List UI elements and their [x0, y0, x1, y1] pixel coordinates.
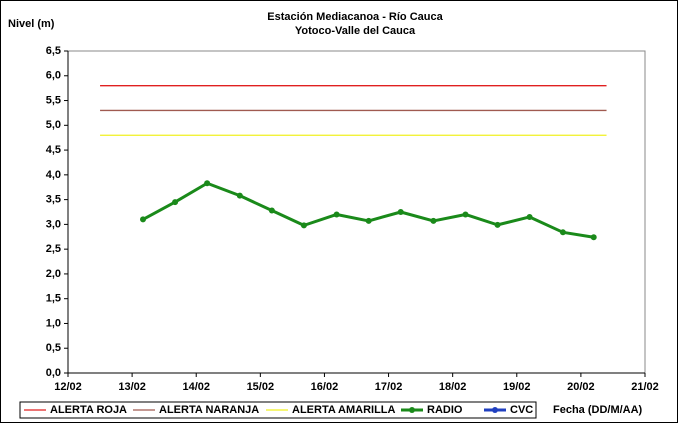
- y-tick-label: 4,0: [46, 169, 61, 181]
- chart-subtitle: Yotoco-Valle del Cauca: [295, 25, 416, 37]
- data-point: [590, 234, 597, 241]
- y-tick-label: 4,5: [46, 144, 61, 156]
- data-point: [365, 217, 372, 224]
- y-tick-label: 0,5: [46, 342, 61, 354]
- y-tick-label: 2,0: [46, 268, 61, 280]
- legend-marker: [409, 407, 415, 413]
- data-point: [300, 222, 307, 229]
- legend-marker: [492, 407, 498, 413]
- data-point: [430, 217, 437, 224]
- data-point: [140, 216, 147, 223]
- chart-title: Estación Mediacanoa - Río Cauca: [267, 11, 443, 23]
- data-point: [559, 229, 566, 236]
- y-tick-label: 0,0: [46, 367, 61, 379]
- y-tick-label: 1,0: [46, 317, 61, 329]
- legend-label: ALERTA NARANJA: [159, 404, 259, 416]
- y-tick-label: 2,5: [46, 243, 61, 255]
- y-tick-label: 3,0: [46, 218, 61, 230]
- x-tick-label: 14/02: [182, 381, 210, 393]
- data-point: [236, 192, 243, 199]
- legend-label: CVC: [510, 404, 533, 416]
- y-tick-label: 6,5: [46, 45, 61, 57]
- x-tick-label: 18/02: [439, 381, 467, 393]
- legend-label: ALERTA ROJA: [50, 404, 127, 416]
- x-tick-label: 15/02: [247, 381, 275, 393]
- legend-label: ALERTA AMARILLA: [292, 404, 396, 416]
- x-tick-label: 12/02: [54, 381, 82, 393]
- y-axis-label: Nivel (m): [8, 18, 55, 30]
- x-tick-label: 16/02: [311, 381, 339, 393]
- x-tick-label: 19/02: [503, 381, 531, 393]
- data-point: [526, 213, 533, 220]
- x-axis-label: Fecha (DD/M/AA): [553, 404, 643, 416]
- data-point: [333, 211, 340, 218]
- data-point: [268, 207, 275, 214]
- data-point: [462, 211, 469, 218]
- x-tick-label: 20/02: [567, 381, 595, 393]
- y-tick-label: 5,0: [46, 119, 61, 131]
- x-tick-label: 21/02: [631, 381, 659, 393]
- y-tick-label: 3,5: [46, 194, 61, 206]
- y-tick-label: 1,5: [46, 293, 61, 305]
- y-tick-label: 5,5: [46, 94, 61, 106]
- x-tick-label: 13/02: [118, 381, 146, 393]
- data-point: [172, 199, 179, 206]
- data-point: [204, 180, 211, 187]
- y-tick-label: 6,0: [46, 70, 61, 82]
- data-point: [494, 221, 501, 228]
- legend-label: RADIO: [427, 404, 463, 416]
- data-point: [397, 209, 404, 215]
- x-tick-label: 17/02: [375, 381, 403, 393]
